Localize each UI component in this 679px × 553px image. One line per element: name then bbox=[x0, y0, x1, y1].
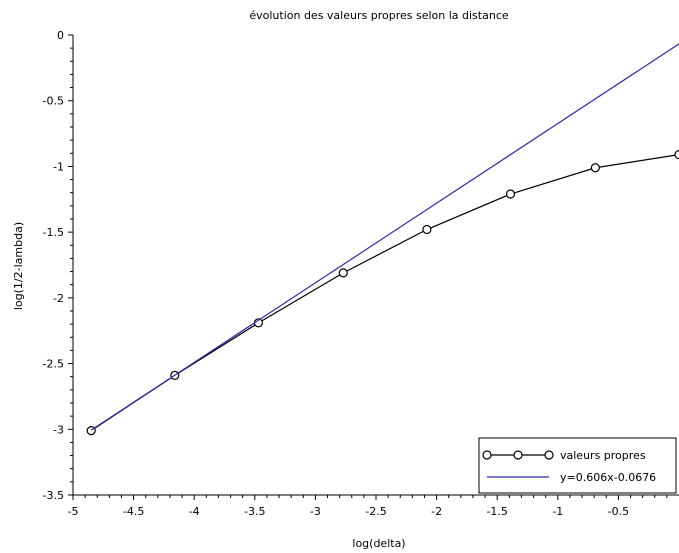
x-axis-label: log(delta) bbox=[352, 537, 405, 550]
y-tick-label: -2.5 bbox=[43, 358, 64, 371]
legend: valeurs propres y=0.606x-0.0676 bbox=[478, 437, 677, 494]
data-point bbox=[505, 189, 516, 199]
series-line bbox=[90, 154, 679, 432]
x-tick-label: -3 bbox=[310, 505, 321, 518]
chart-title: évolution des valeurs propres selon la d… bbox=[249, 9, 509, 22]
y-axis-ticks: 0 -0.5 -1 -1.5 -2 -2.5 -3 -3.5 bbox=[43, 29, 73, 502]
data-point bbox=[674, 150, 679, 160]
x-tick-label: -2 bbox=[431, 505, 442, 518]
y-tick-label: -3.5 bbox=[43, 489, 64, 502]
data-point bbox=[338, 268, 348, 278]
y-tick-label: -3 bbox=[53, 423, 64, 436]
x-tick-label: -0.5 bbox=[608, 505, 629, 518]
legend-entry-1: valeurs propres bbox=[482, 449, 646, 462]
y-tick-label: -1 bbox=[53, 160, 64, 173]
y-axis-label: log(1/2-lambda) bbox=[12, 222, 25, 310]
data-point bbox=[422, 224, 432, 235]
data-point bbox=[590, 163, 600, 173]
x-tick-label: -1.5 bbox=[486, 505, 507, 518]
x-tick-label: -5 bbox=[68, 505, 79, 518]
y-tick-label: -1.5 bbox=[43, 226, 64, 239]
x-tick-label: -2.5 bbox=[365, 505, 386, 518]
x-tick-label: -3.5 bbox=[244, 505, 265, 518]
legend-entry-2: y=0.606x-0.0676 bbox=[487, 471, 656, 484]
x-tick-label: -4.5 bbox=[123, 505, 144, 518]
y-tick-label: 0 bbox=[57, 29, 64, 42]
legend-box bbox=[478, 437, 677, 494]
y-tick-label: -0.5 bbox=[43, 95, 64, 108]
legend-swatch-marker bbox=[482, 450, 492, 460]
x-tick-label: -4 bbox=[189, 505, 200, 518]
series-layer bbox=[86, 43, 679, 436]
legend-label: y=0.606x-0.0676 bbox=[560, 471, 656, 484]
series-2 bbox=[90, 43, 679, 431]
legend-swatch-marker bbox=[544, 450, 554, 460]
x-tick-label: -1 bbox=[552, 505, 563, 518]
legend-label: valeurs propres bbox=[560, 449, 646, 462]
series-1 bbox=[86, 150, 679, 436]
y-tick-label: -2 bbox=[53, 292, 64, 305]
x-axis-ticks: -5 -4.5 -4 -3.5 -3 -2.5 -2 -1.5 -1 -0.5 bbox=[68, 495, 668, 518]
legend-swatch-marker bbox=[513, 450, 523, 460]
series-line bbox=[90, 43, 679, 431]
